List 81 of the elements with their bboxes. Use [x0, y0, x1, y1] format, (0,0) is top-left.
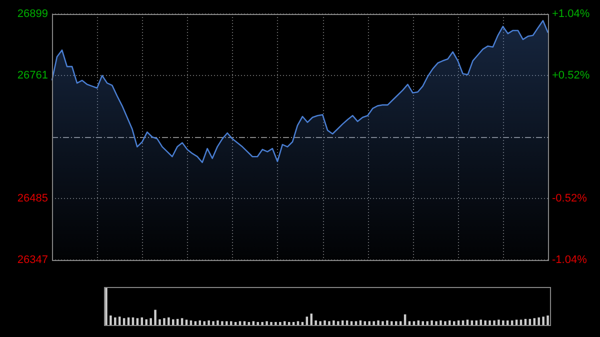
bar [350, 321, 353, 325]
bar [484, 320, 486, 325]
y2-tick-label: -1.04% [552, 254, 588, 266]
bar [226, 321, 228, 325]
bar [252, 321, 255, 325]
bar [448, 320, 451, 325]
bar [480, 320, 482, 325]
bar [332, 320, 335, 325]
bar [498, 320, 500, 325]
bar [270, 322, 272, 325]
y-tick-label: 26347 [17, 254, 48, 266]
bar [212, 321, 214, 325]
bar [452, 321, 456, 325]
bar [430, 320, 433, 325]
bar [230, 321, 232, 325]
bar [542, 316, 544, 325]
bar [386, 320, 388, 325]
bar [122, 318, 126, 325]
bar [426, 321, 428, 325]
bar [399, 321, 402, 325]
bar [390, 321, 393, 325]
bar [435, 321, 438, 325]
y-tick-label: 26485 [17, 192, 48, 205]
bar [354, 321, 358, 325]
bar [118, 316, 121, 325]
bar [520, 320, 522, 325]
bar [110, 316, 112, 325]
bar [180, 318, 184, 325]
bar [266, 321, 268, 325]
bar [243, 321, 246, 325]
bar [368, 321, 370, 325]
bar [444, 321, 446, 325]
bar [488, 320, 491, 325]
bar [154, 310, 156, 325]
bar [440, 320, 442, 325]
bar [158, 319, 161, 325]
bar [533, 318, 536, 325]
bar [314, 320, 317, 325]
y2-tick-label: +0.52% [552, 70, 590, 82]
bar [382, 321, 384, 325]
bar [412, 321, 416, 325]
bar [502, 320, 504, 325]
y-tick-label: 26761 [17, 70, 48, 82]
bar [261, 322, 264, 325]
bar [319, 321, 322, 325]
bar [185, 320, 188, 325]
bar [150, 318, 152, 325]
bar [163, 318, 166, 325]
bar [238, 321, 242, 325]
bar [408, 321, 411, 325]
bar [515, 320, 518, 325]
bar [114, 317, 116, 325]
bar [136, 318, 139, 325]
bar [422, 321, 424, 325]
bar [105, 287, 108, 325]
bar [377, 320, 380, 325]
bar [324, 320, 326, 325]
bar [337, 321, 340, 325]
bar [279, 322, 282, 325]
bar [328, 321, 330, 325]
bar [203, 321, 206, 325]
bar [296, 321, 300, 325]
bar [466, 320, 469, 325]
bar [364, 321, 366, 325]
bar [306, 316, 308, 325]
bar [310, 314, 313, 325]
y2-tick-label: -0.52% [552, 192, 588, 205]
bar [274, 322, 277, 325]
bar [395, 321, 398, 325]
bar [538, 317, 540, 325]
bar [546, 316, 549, 325]
bar [216, 320, 219, 325]
y-tick-label: 26899 [17, 8, 48, 20]
bar [208, 320, 210, 325]
bar [372, 321, 375, 325]
bar [194, 321, 197, 325]
bar [221, 321, 224, 325]
bar [284, 321, 286, 325]
y2-tick-label: +1.04% [552, 8, 590, 20]
bar [168, 317, 170, 325]
bar [493, 320, 496, 325]
